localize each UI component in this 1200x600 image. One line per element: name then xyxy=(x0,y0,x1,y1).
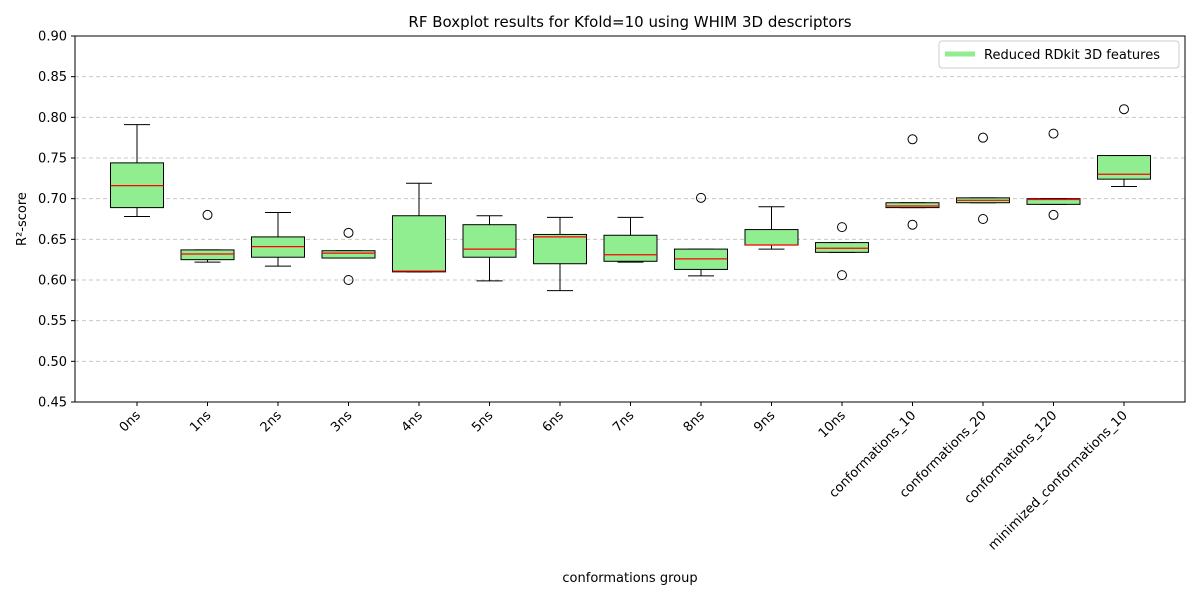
box-minimized_conformations_10 xyxy=(1097,104,1151,187)
y-tick-label: 0.50 xyxy=(38,355,67,370)
y-axis-label: R²-score xyxy=(15,192,30,246)
y-tick-label: 0.55 xyxy=(38,314,67,329)
box-conformations_20 xyxy=(956,132,1010,224)
x-tick-label: 6ns xyxy=(540,408,567,435)
box-7ns xyxy=(603,216,658,263)
y-tick-label: 0.65 xyxy=(38,233,67,248)
outlier-point xyxy=(907,134,918,145)
outlier-point xyxy=(696,192,706,203)
outlier-point xyxy=(202,209,213,220)
box-0ns xyxy=(110,124,164,218)
box-conformations_10 xyxy=(885,134,940,230)
box-iqr xyxy=(180,249,235,261)
x-tick-label: 0ns xyxy=(117,408,144,435)
box-iqr xyxy=(744,229,799,246)
outlier-point xyxy=(343,275,354,285)
x-tick-label: 3ns xyxy=(328,408,355,435)
y-tick-label: 0.45 xyxy=(38,396,67,411)
outlier-point xyxy=(978,132,988,143)
box-3ns xyxy=(321,227,376,285)
outlier-point xyxy=(978,214,988,224)
y-tick-label: 0.60 xyxy=(38,274,67,289)
box-10ns xyxy=(815,222,869,281)
x-tick-label: 10ns xyxy=(816,408,849,441)
box-8ns xyxy=(674,192,728,277)
box-iqr xyxy=(533,233,587,265)
x-tick-label: 9ns xyxy=(751,408,778,435)
box-iqr xyxy=(462,224,517,258)
box-layer xyxy=(110,104,1151,292)
x-tick-label: 5ns xyxy=(469,408,496,435)
box-iqr xyxy=(885,202,940,209)
y-tick-label: 0.90 xyxy=(38,30,67,45)
y-tick-label: 0.75 xyxy=(38,152,67,167)
box-5ns xyxy=(462,215,517,282)
outlier-point xyxy=(1048,128,1059,139)
box-2ns xyxy=(251,211,305,267)
legend-label: Reduced RDkit 3D features xyxy=(984,48,1160,63)
y-tick-label: 0.70 xyxy=(38,192,67,207)
x-axis: 0ns 1ns 2ns 3ns 4ns 5ns 6ns 7ns 8ns 9ns 10nsconfor… xyxy=(117,402,1131,553)
outlier-point xyxy=(837,270,847,281)
legend-frame xyxy=(938,40,1180,69)
box-iqr xyxy=(815,242,869,253)
box-6ns xyxy=(533,216,587,292)
box-1ns xyxy=(180,209,235,263)
x-tick-label: 2ns xyxy=(258,408,285,435)
y-axis: 0.45 0.50 0.55 0.60 0.65 0.70 0.75 0.80 0.85 0.90 xyxy=(38,30,75,411)
legend: Reduced RDkit 3D features xyxy=(938,40,1180,69)
box-4ns xyxy=(392,182,446,273)
x-tick-label: 4ns xyxy=(399,408,426,435)
x-tick-label: minimized_conformations_10 xyxy=(986,408,1131,553)
box-9ns xyxy=(744,206,799,250)
chart-title: RF Boxplot results for Kfold=10 using WH… xyxy=(408,13,851,31)
outlier-point xyxy=(343,227,354,238)
outlier-point xyxy=(1048,209,1059,220)
box-iqr xyxy=(603,234,658,262)
box-conformations_120 xyxy=(1026,128,1081,220)
x-tick-label: 8ns xyxy=(681,408,708,435)
box-iqr xyxy=(321,250,376,259)
outlier-point xyxy=(1119,104,1129,115)
y-tick-label: 0.80 xyxy=(38,111,67,126)
y-tick-label: 0.85 xyxy=(38,70,67,85)
box-iqr xyxy=(1026,198,1081,205)
outlier-point xyxy=(907,219,918,230)
x-tick-label: 7ns xyxy=(610,408,637,435)
outlier-point xyxy=(837,222,847,233)
x-axis-label: conformations group xyxy=(562,571,697,586)
box-iqr xyxy=(1097,155,1151,180)
box-iqr xyxy=(392,215,446,273)
x-tick-label: 1ns xyxy=(187,408,214,435)
